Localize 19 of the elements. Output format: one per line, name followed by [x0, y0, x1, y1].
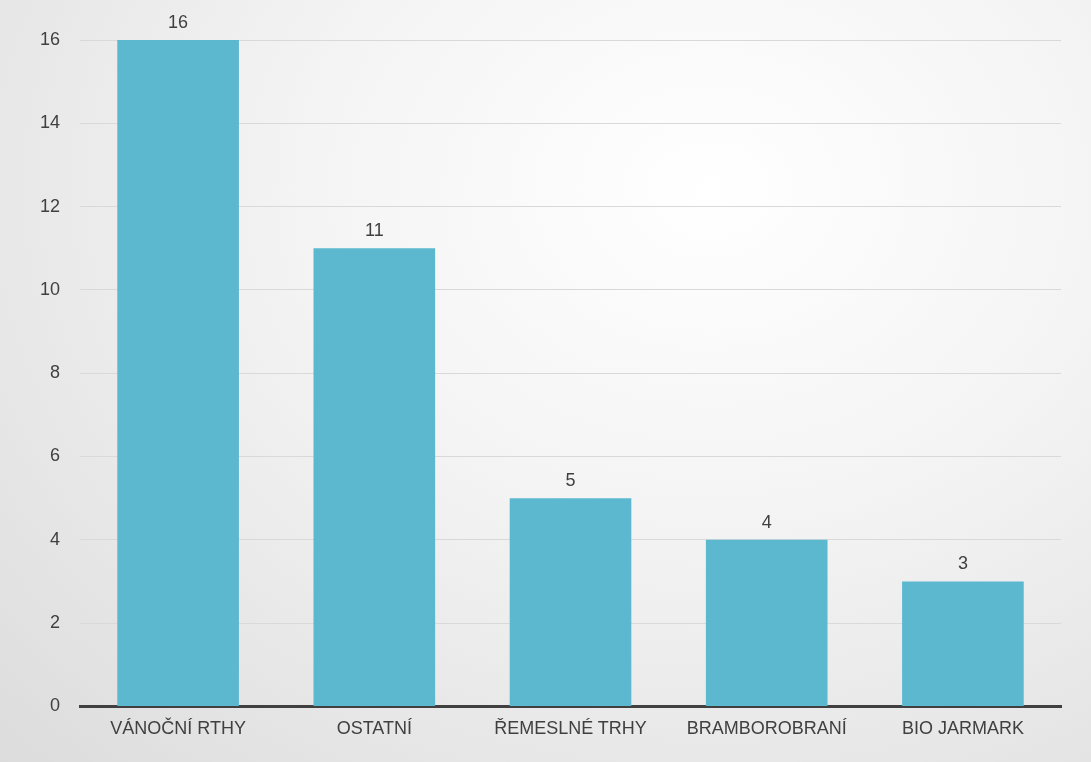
y-tick-label: 12 [39, 195, 61, 216]
data-label: 16 [168, 11, 189, 32]
x-tick-label: BRAMBOROBRANÍ [686, 718, 847, 739]
x-tick-label: ŘEMESLNÉ TRHY [494, 718, 647, 739]
y-tick-label: 8 [50, 362, 61, 383]
y-tick-label: 2 [50, 612, 61, 633]
y-tick-label: 6 [50, 445, 61, 466]
data-label: 5 [565, 470, 576, 491]
data-label: 4 [761, 511, 772, 532]
y-tick-label: 16 [39, 28, 61, 49]
y-tick-label: 0 [50, 695, 61, 716]
y-tick-label: 14 [39, 112, 61, 133]
data-label: 11 [364, 220, 384, 241]
data-label: 3 [957, 553, 968, 574]
y-tick-label: 4 [50, 528, 61, 549]
x-tick-label: OSTATNÍ [336, 718, 412, 739]
x-tick-label: BIO JARMARK [901, 718, 1024, 739]
x-tick-label: VÁNOČNÍ RTHY [110, 717, 246, 739]
y-tick-label: 10 [39, 278, 61, 299]
